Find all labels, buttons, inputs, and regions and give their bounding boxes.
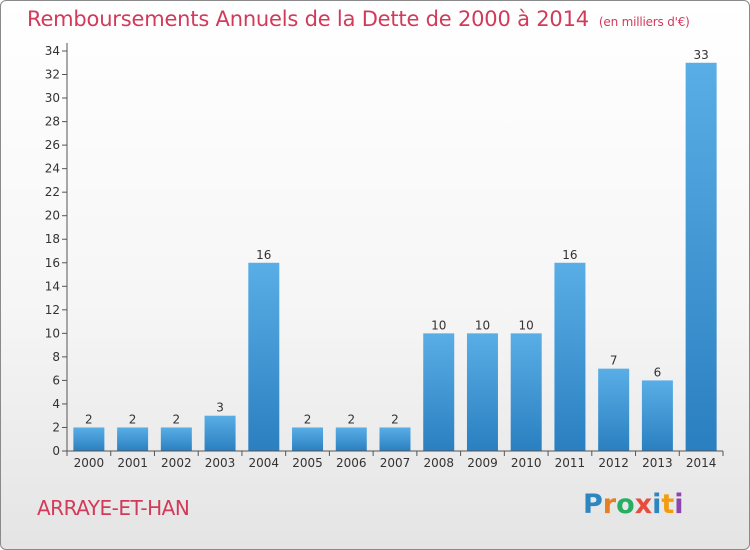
bar-2009 xyxy=(466,333,498,451)
bar-2005 xyxy=(292,427,324,451)
bar-2004 xyxy=(248,262,280,451)
y-tick-label: 20 xyxy=(45,209,60,223)
y-tick-label: 16 xyxy=(45,256,60,270)
bars: 2 2 2 3 16 2 2 2 10 10 10 16 7 6 33 xyxy=(73,48,717,451)
x-tick-label: 2003 xyxy=(205,456,236,470)
logo-letter: o xyxy=(616,489,635,520)
bar-2012 xyxy=(598,368,630,451)
x-tick-label: 2013 xyxy=(642,456,673,470)
x-tick-label: 2010 xyxy=(511,456,542,470)
bar-value-label: 10 xyxy=(475,318,490,332)
logo-letter: i xyxy=(652,489,662,520)
x-tick-label: 2004 xyxy=(249,456,280,470)
logo-letter: x xyxy=(634,489,653,520)
bar-value-label: 7 xyxy=(610,354,618,368)
logo-letter: P xyxy=(583,489,603,520)
x-tick-label: 2009 xyxy=(467,456,498,470)
bar-value-label: 16 xyxy=(562,248,577,262)
x-tick-label: 2014 xyxy=(686,456,717,470)
y-tick-label: 10 xyxy=(45,326,60,340)
bar-value-label: 10 xyxy=(519,318,534,332)
x-axis: 2000 2001 2002 2003 2004 2005 2006 2007 2008 2009… xyxy=(66,450,724,470)
bar-2008 xyxy=(423,333,455,451)
y-tick-label: 12 xyxy=(45,303,60,317)
chart-title: Remboursements Annuels de la Dette de 20… xyxy=(27,7,690,31)
proxiti-logo: Proxiti xyxy=(583,489,684,520)
bar-2002 xyxy=(160,427,192,451)
bar-2010 xyxy=(510,333,542,451)
logo-letter: t xyxy=(661,489,675,520)
bar-value-label: 6 xyxy=(654,365,662,379)
bar-2011 xyxy=(554,262,586,451)
bar-2014 xyxy=(685,62,717,451)
bar-2000 xyxy=(73,427,105,451)
x-tick-label: 2011 xyxy=(555,456,586,470)
y-tick-label: 18 xyxy=(45,232,60,246)
bar-value-label: 33 xyxy=(693,48,708,62)
bar-2013 xyxy=(641,380,673,451)
title-unit: (en milliers d'€) xyxy=(598,15,690,29)
y-tick-label: 32 xyxy=(45,68,60,82)
y-tick-label: 2 xyxy=(52,420,60,434)
logo-letter: r xyxy=(602,489,617,520)
bar-2006 xyxy=(335,427,367,451)
y-tick-label: 0 xyxy=(52,444,60,458)
y-tick-label: 26 xyxy=(45,138,60,152)
x-tick-label: 2007 xyxy=(380,456,411,470)
bar-2003 xyxy=(204,415,236,451)
y-tick-label: 6 xyxy=(52,373,60,387)
x-tick-label: 2012 xyxy=(598,456,629,470)
y-tick-label: 28 xyxy=(45,115,60,129)
y-tick-label: 24 xyxy=(45,162,60,176)
y-tick-label: 8 xyxy=(52,350,60,364)
x-tick-label: 2008 xyxy=(423,456,454,470)
bar-2007 xyxy=(379,427,411,451)
x-tick-label: 2001 xyxy=(117,456,148,470)
x-tick-label: 2005 xyxy=(292,456,323,470)
bar-2001 xyxy=(117,427,149,451)
bar-value-label: 2 xyxy=(347,412,355,426)
bar-value-label: 2 xyxy=(391,412,399,426)
title-text: Remboursements Annuels de la Dette de 20… xyxy=(27,7,589,31)
bar-value-label: 16 xyxy=(256,248,271,262)
y-tick-label: 34 xyxy=(45,44,60,58)
y-tick-label: 30 xyxy=(45,91,60,105)
bar-value-label: 2 xyxy=(129,412,137,426)
y-tick-label: 22 xyxy=(45,185,60,199)
y-tick-label: 4 xyxy=(52,397,60,411)
x-tick-label: 2006 xyxy=(336,456,367,470)
bar-value-label: 2 xyxy=(173,412,181,426)
commune-name: ARRAYE-ET-HAN xyxy=(37,496,190,520)
y-tick-label: 14 xyxy=(45,279,60,293)
bar-value-label: 3 xyxy=(216,401,224,415)
bar-value-label: 2 xyxy=(304,412,312,426)
x-tick-label: 2000 xyxy=(74,456,105,470)
bar-value-label: 2 xyxy=(85,412,93,426)
bar-value-label: 10 xyxy=(431,318,446,332)
x-tick-label: 2002 xyxy=(161,456,192,470)
logo-letter: i xyxy=(674,489,684,520)
